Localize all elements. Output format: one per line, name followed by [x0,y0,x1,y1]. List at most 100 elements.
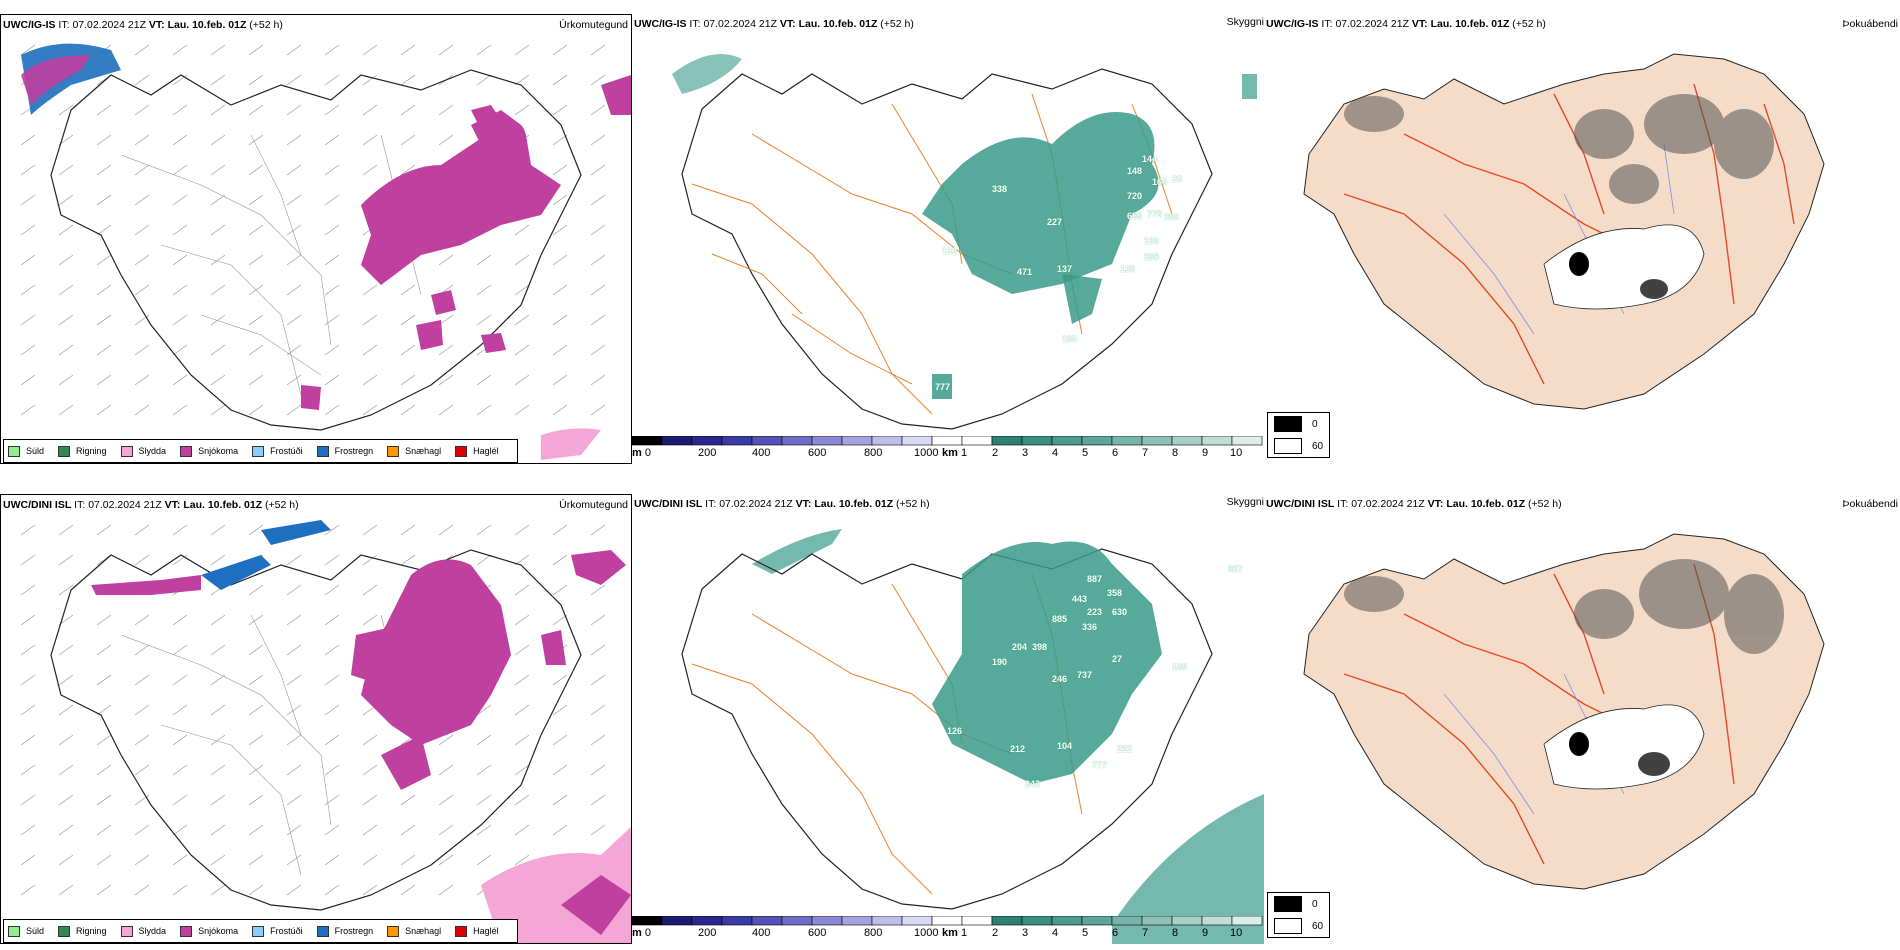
wind-barb [286,824,302,836]
scale-tick: 9 [1202,927,1209,939]
wind-barb [172,644,188,656]
wind-barb [134,614,150,626]
wind-barb [476,704,492,716]
wind-barb [172,164,188,176]
wind-barb [20,644,36,656]
wind-barb [96,134,112,146]
legend-item: Rigning [58,445,107,457]
wind-barb [438,314,454,326]
wind-barb [20,284,36,296]
wind-barb [400,314,416,326]
snow-area [361,121,561,286]
wind-barb [400,164,416,176]
wind-barb [362,404,378,416]
wind-barb [438,44,454,56]
wind-barb [210,614,226,626]
wind-barb [324,74,340,86]
wind-barb [96,854,112,866]
visibility-label: 336 [1082,622,1098,632]
visibility-label: 398 [1032,642,1048,652]
scale-tick: 2 [992,447,999,459]
panel-title: Þokuábendi [1842,498,1898,510]
wind-barb [286,194,302,206]
wind-barb [552,134,568,146]
wind-barb [400,134,416,146]
wind-barb [552,284,568,296]
wind-barb [58,554,74,566]
wind-barb [552,524,568,536]
visibility-label: 777 [1092,760,1108,770]
wind-barb [552,764,568,776]
wind-barb [210,764,226,776]
wind-barb [324,134,340,146]
wind-barb [96,824,112,836]
wind-barb [248,374,264,386]
precip-type-legend: Súld Rigning Slydda Snjókoma Frostúði Fr… [3,919,518,943]
legend-item: Frostregn [316,445,373,457]
wind-barb [172,794,188,806]
legend-swatch [58,445,71,457]
wind-barb [590,764,606,776]
wind-barb [286,764,302,776]
scale-tick: 6 [1112,927,1119,939]
wind-barb [210,794,226,806]
wind-barb [134,194,150,206]
wind-barb [552,704,568,716]
panel-header: UWC/IG-IS IT: 07.02.2024 21Z VT: Lau. 10… [3,19,283,31]
visibility-label: 105 [1172,662,1188,672]
wind-barb [324,614,340,626]
scale-m: m 0 [632,447,651,459]
scale-tick: 8 [1172,927,1179,939]
wind-barb [248,824,264,836]
wind-barb [210,224,226,236]
wind-barb [20,224,36,236]
wind-barb [248,854,264,866]
wind-barb [438,374,454,386]
wind-barb [20,794,36,806]
wind-barb [400,554,416,566]
wind-barb [96,254,112,266]
wind-barb [286,224,302,236]
wind-barb [172,74,188,86]
visibility-label: 168 [1152,177,1168,187]
wind-barb [552,314,568,326]
wind-barb [134,884,150,896]
wind-barb [476,284,492,296]
scale-tick: 10 [1230,447,1243,459]
wind-barb [58,404,74,416]
wind-barb [514,824,530,836]
wind-barb [400,284,416,296]
wind-barb [134,734,150,746]
wind-barb [552,614,568,626]
wind-barb [248,734,264,746]
wind-barb [324,404,340,416]
wind-barb [210,524,226,536]
wind-barb [134,854,150,866]
wind-barb [134,254,150,266]
wind-barb [514,224,530,236]
wind-barb [58,374,74,386]
wind-barb [400,884,416,896]
wind-barb [324,644,340,656]
visibility-label: 246 [1052,674,1068,684]
wind-barb [58,524,74,536]
wind-barb [58,584,74,596]
wind-barb [324,104,340,116]
visibility-label: 104 [1057,741,1073,751]
legend-swatch [1274,438,1302,454]
wind-barb [438,104,454,116]
wind-barb [96,374,112,386]
legend-swatch [252,445,265,457]
wind-barb [134,764,150,776]
wind-barb [362,44,378,56]
panel-title: Úrkomutegund [559,19,628,31]
wind-barb [590,74,606,86]
wind-barb [96,734,112,746]
scale-km: km 1 [942,927,968,939]
wind-barb [172,824,188,836]
scale-m: m 0 [632,927,651,939]
visibility-label: 338 [992,184,1008,194]
wind-barb [476,524,492,536]
wind-barb [172,884,188,896]
visibility-label: 208 [1144,252,1160,262]
